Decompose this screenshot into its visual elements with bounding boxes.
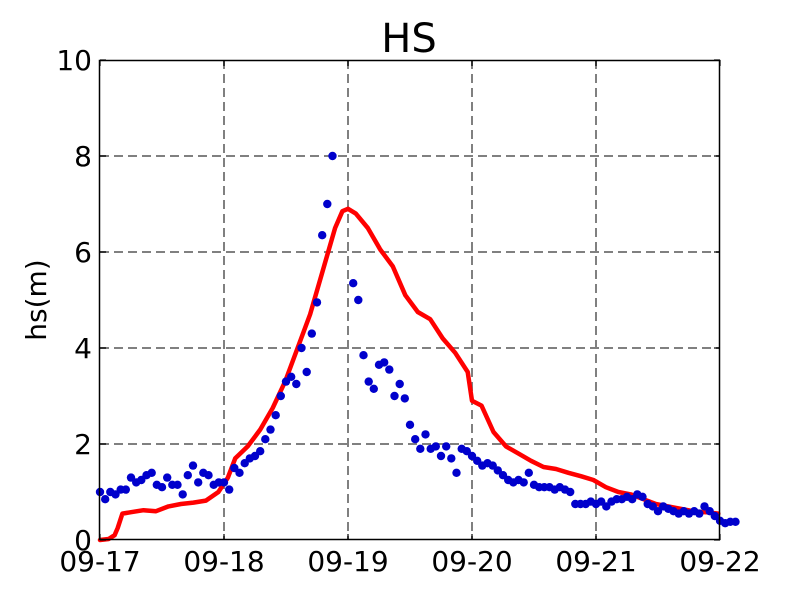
observed-point [416, 444, 425, 453]
observed-point [101, 495, 110, 504]
y-tick-label: 6 [74, 236, 92, 269]
chart-title: HS [381, 16, 436, 62]
observed-point [307, 329, 316, 338]
x-tick-label: 09-18 [183, 545, 264, 578]
observed-point [266, 425, 275, 434]
observed-point [369, 384, 378, 393]
axis-ticks: 09-17 09-18 09-19 09-20 09-21 09-22 0 2 4 6 8 10 [56, 44, 760, 578]
observed-point [157, 483, 167, 492]
observed-point [566, 487, 575, 497]
observed-point [364, 377, 373, 386]
observed-point [400, 394, 409, 403]
plot-area [95, 151, 740, 543]
observed-point [411, 435, 420, 444]
observed-point [178, 490, 187, 499]
observed-point [312, 298, 322, 307]
observed-point [225, 485, 234, 494]
observed-point [380, 358, 389, 367]
model-series-line [97, 206, 721, 543]
observed-point [261, 435, 270, 444]
x-tick-label: 09-19 [307, 545, 388, 578]
observed-point [421, 430, 430, 439]
y-axis-label: hs(m) [20, 259, 53, 340]
y-tick-label: 8 [74, 140, 92, 173]
observed-point [276, 391, 285, 401]
observed-point [390, 391, 399, 401]
x-tick-label: 09-17 [59, 545, 140, 578]
observed-point [524, 468, 533, 477]
observed-point [194, 478, 203, 487]
observed-point [436, 451, 446, 461]
y-tick-label: 10 [56, 44, 92, 77]
observed-point [447, 454, 456, 463]
plot-frame [98, 59, 721, 541]
observed-point [349, 279, 358, 288]
observed-point [204, 471, 213, 480]
y-tick-label: 0 [74, 524, 92, 557]
observed-point [695, 509, 704, 518]
observed-point [271, 411, 280, 420]
observed-point [147, 468, 156, 477]
x-tick-label: 09-21 [555, 545, 636, 578]
observed-point [188, 461, 198, 470]
observed-point [256, 447, 265, 456]
observed-point [173, 480, 182, 489]
observed-point [235, 468, 244, 477]
observed-point [318, 231, 327, 240]
observed-point [323, 199, 332, 209]
x-tick-label: 09-22 [679, 545, 760, 578]
observed-point [163, 473, 172, 482]
observed-point [452, 468, 461, 477]
observed-point [395, 379, 404, 389]
observed-point [121, 485, 130, 494]
observed-point [405, 420, 415, 429]
observed-point [731, 517, 740, 526]
grid [100, 60, 720, 540]
observed-point [183, 471, 192, 480]
observed-point [519, 478, 528, 487]
observed-point [442, 442, 451, 451]
observed-point [385, 365, 394, 374]
observed-point [354, 295, 363, 305]
observed-point [287, 372, 296, 381]
observed-point [328, 151, 337, 161]
observed-point [638, 492, 647, 501]
y-tick-label: 4 [74, 332, 92, 365]
observed-point [292, 379, 301, 389]
y-tick-label: 2 [74, 428, 92, 461]
x-tick-label: 09-20 [431, 545, 512, 578]
observed-point [219, 478, 229, 487]
observed-point [297, 343, 306, 353]
observed-point [359, 351, 368, 360]
observed-point [302, 367, 311, 377]
observed-point [431, 442, 440, 451]
